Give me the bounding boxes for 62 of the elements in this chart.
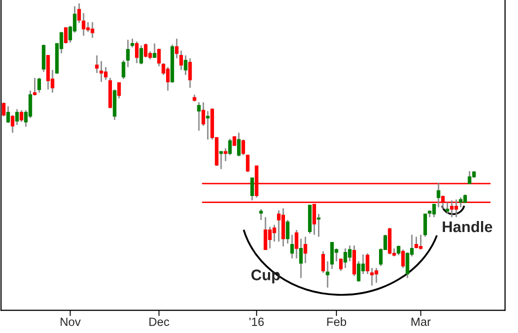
candlestick (432, 204, 436, 218)
x-tick-label: Dec (149, 318, 170, 326)
candlestick (344, 248, 348, 269)
candlestick (202, 102, 206, 127)
candlestick (264, 216, 268, 250)
candlestick (197, 102, 201, 132)
candlestick (446, 202, 450, 215)
candlestick (95, 54, 99, 74)
candlestick (100, 60, 104, 83)
candlestick (179, 50, 183, 71)
candlestick (290, 234, 294, 260)
candlestick (2, 102, 6, 117)
candlestick (276, 210, 281, 242)
x-tick-label: Nov (60, 318, 81, 326)
candlestick (316, 213, 320, 238)
candlestick (366, 252, 370, 275)
x-tick-label: Feb (327, 317, 346, 326)
candlestick (348, 244, 352, 262)
candlestick (32, 77, 37, 96)
candlestick (321, 250, 325, 274)
candlestick (20, 110, 24, 123)
candlestick (188, 58, 192, 89)
candlestick (250, 177, 254, 202)
candlestick (281, 208, 286, 248)
candlestick (339, 258, 343, 272)
candlestick (152, 42, 156, 58)
candlestick (304, 236, 308, 264)
candlestick (206, 110, 210, 140)
candlestick (286, 219, 290, 244)
x-tick-label: '16 (250, 318, 264, 326)
candlestick (406, 252, 410, 279)
candlestick (299, 238, 303, 279)
candlestick (117, 82, 121, 100)
candlestick (37, 77, 41, 94)
candlestick (224, 148, 228, 162)
candlestick (64, 26, 68, 44)
candlestick (418, 234, 423, 250)
annotation: Cup (251, 270, 280, 284)
candlestick (10, 114, 14, 134)
candlestick (352, 244, 356, 277)
candlestick (370, 267, 374, 286)
candlestick (414, 236, 418, 250)
annotation: Handle (442, 220, 492, 232)
candlestick (436, 182, 440, 208)
candlestick (396, 244, 400, 256)
candlestick (174, 38, 179, 59)
candlestick (228, 138, 232, 156)
candlestick (77, 2, 81, 24)
candlestick (237, 132, 241, 158)
candlestick (184, 54, 188, 76)
x-tick-label: Mar (412, 318, 431, 326)
candlestick (135, 40, 139, 64)
candlestick (104, 66, 108, 81)
candlestick (259, 208, 263, 221)
candlestick (6, 106, 10, 124)
candlestick (219, 150, 223, 170)
candlestick (139, 44, 144, 65)
candlestick (246, 154, 250, 173)
candlestick (42, 44, 46, 73)
candlestick (241, 138, 246, 156)
candlestick (423, 213, 427, 238)
candlestick (294, 229, 298, 260)
